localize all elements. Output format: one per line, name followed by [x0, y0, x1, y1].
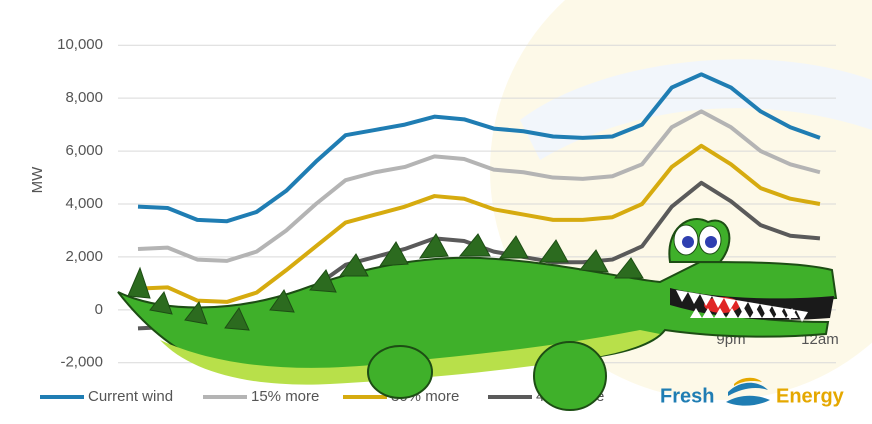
alligator-illustration — [117, 218, 838, 411]
logo: Fresh Energy — [660, 377, 845, 407]
legend-label: 15% more — [251, 388, 319, 405]
y-tick-label: 4,000 — [65, 195, 103, 212]
logo-fresh: Fresh — [660, 385, 714, 407]
logo-energy: Energy — [776, 385, 845, 407]
legend-label: Current wind — [88, 388, 173, 405]
series-line — [137, 72, 821, 224]
series-line — [137, 143, 821, 304]
y-tick-label: -2,000 — [60, 354, 103, 371]
y-tick-label: 6,000 — [65, 142, 103, 159]
y-tick-label: 0 — [95, 301, 103, 318]
y-tick-label: 2,000 — [65, 248, 103, 265]
y-tick-label: 10,000 — [57, 36, 103, 53]
series-line — [137, 109, 821, 263]
y-tick-label: 8,000 — [65, 89, 103, 106]
y-axis-label: MW — [29, 166, 46, 193]
